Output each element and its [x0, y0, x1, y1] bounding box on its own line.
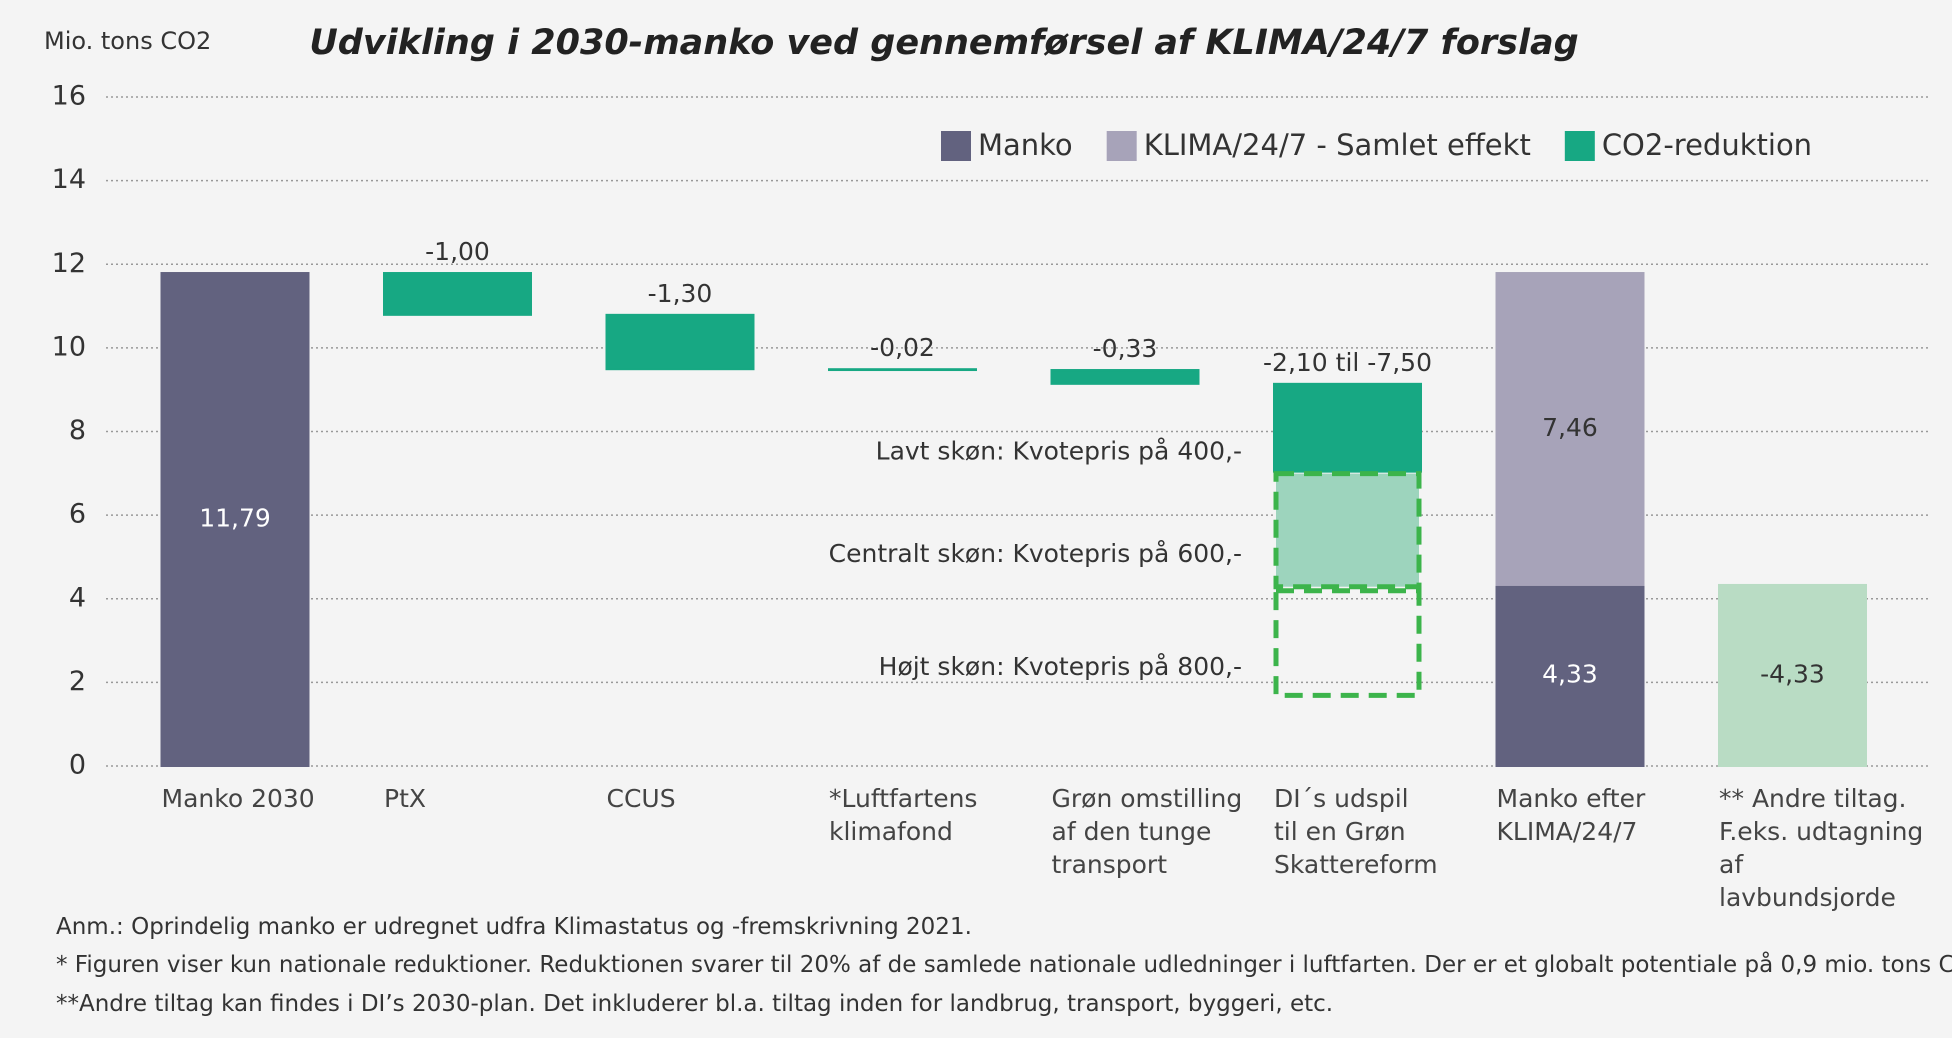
scenario-label: Højt skøn: Kvotepris på 800,-: [879, 652, 1242, 681]
x-tick-label: ** Andre tiltag. F.eks. udtagning af lav…: [1719, 784, 1924, 912]
x-tick-label: DI´s udspil til en Grøn Skattereform: [1274, 784, 1438, 879]
note: * Figuren viser kun nationale reduktione…: [56, 952, 1952, 978]
value-label: -1,00: [425, 237, 490, 266]
value-label: -0,02: [870, 333, 935, 362]
bar: [1050, 369, 1200, 385]
bar: [1718, 583, 1867, 768]
note: **Andre tiltag kan findes i DI’s 2030-pl…: [56, 991, 1334, 1017]
scenario-bar: [1273, 471, 1422, 590]
y-tick-label: 8: [69, 415, 86, 446]
y-tick-label: 6: [69, 499, 86, 530]
value-label: 7,46: [1542, 413, 1598, 442]
legend-swatch: [1106, 131, 1137, 161]
y-tick-label: 16: [52, 81, 86, 112]
value-label: -0,33: [1093, 334, 1158, 363]
y-tick-label: 10: [52, 331, 86, 362]
legend-label: Manko: [978, 128, 1073, 162]
x-tick-label: CCUS: [606, 784, 676, 813]
chart-title: Udvikling i 2030-manko ved gennemførsel …: [309, 23, 1578, 63]
bar: [1495, 272, 1645, 586]
bar: [1495, 583, 1645, 768]
scenario-label: Lavt skøn: Kvotepris på 400,-: [876, 437, 1242, 466]
x-tick-label: Manko efter KLIMA/24/7: [1496, 784, 1646, 846]
y-tick-label: 14: [52, 164, 86, 195]
y-tick-label: 2: [69, 666, 86, 697]
y-tick-label: 12: [52, 248, 86, 279]
value-label: 11,79: [199, 504, 271, 533]
scenario-label: Centralt skøn: Kvotepris på 600,-: [829, 539, 1242, 568]
value-label: -4,33: [1760, 659, 1825, 688]
value-label: -1,30: [648, 279, 713, 308]
legend-swatch: [941, 131, 971, 161]
note: Anm.: Oprindelig manko er udregnet udfra…: [56, 914, 972, 940]
x-tick-label: Manko 2030: [161, 784, 315, 813]
bar: [1273, 382, 1422, 473]
legend-swatch: [1564, 131, 1595, 161]
x-tick-label: PtX: [384, 784, 427, 813]
legend-label: CO2-reduktion: [1602, 128, 1812, 162]
y-tick-label: 4: [69, 582, 86, 613]
x-tick-label: *Luftfartens klimafond: [829, 784, 978, 846]
bar: [828, 368, 977, 372]
legend-label: KLIMA/24/7 - Samlet effekt: [1144, 128, 1531, 162]
value-label: -2,10 til -7,50: [1263, 348, 1432, 377]
scenario-bar: [1273, 588, 1422, 698]
bar: [160, 272, 310, 767]
bar: [605, 313, 755, 371]
x-tick-label: Grøn omstilling af den tunge transport: [1051, 784, 1243, 879]
y-tick-label: 0: [69, 750, 86, 781]
y-axis-label: Mio. tons CO2: [44, 27, 211, 55]
chart: Mio. tons CO2 Udvikling i 2030-manko ved…: [44, 23, 1930, 781]
value-label: 4,33: [1542, 659, 1598, 688]
bar: [383, 272, 532, 316]
